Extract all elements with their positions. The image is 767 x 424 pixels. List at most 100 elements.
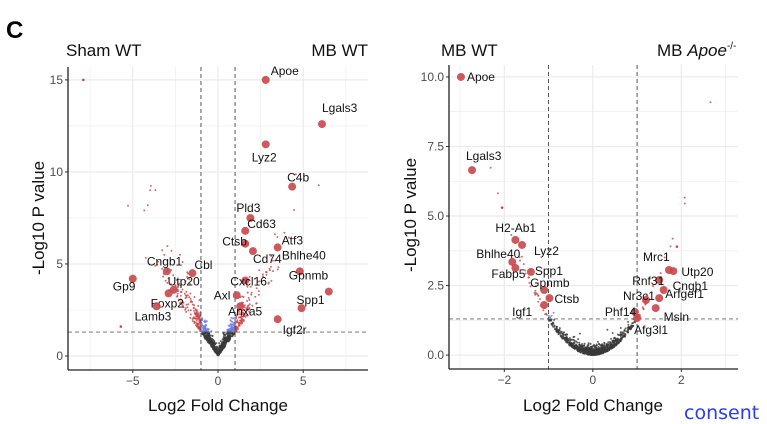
scatter-point [529,285,532,288]
scatter-point [273,233,276,236]
gene-label: Ctsb [554,292,579,306]
scatter-point [222,332,225,335]
scatter-point [237,328,239,330]
scatter-point [230,316,233,319]
scatter-point [248,310,251,313]
scatter-point [558,327,561,330]
gene-label: Atf3 [282,233,304,247]
scatter-point [627,323,630,326]
highlighted-gene-point [261,140,270,149]
scatter-point [240,312,243,315]
scatter-point [589,342,592,345]
scatter-point [187,303,190,306]
scatter-point [553,325,556,328]
gene-label: Nr3c1 [623,289,655,303]
y-tick-label: 5.0 [427,209,444,223]
scatter-point [659,272,662,275]
scatter-point [237,316,240,319]
scatter-point [559,330,562,333]
scatter-point [522,263,525,266]
gene-label: Utp20 [681,265,713,279]
scatter-point [242,295,245,298]
scatter-point [594,353,597,356]
scatter-point [595,343,598,346]
scatter-point [213,342,216,345]
scatter-point [261,273,264,276]
title-sup: -/- [727,41,736,52]
scatter-point [565,335,568,338]
x-axis-label: Log2 Fold Change [523,396,663,415]
highlighted-gene-point [232,291,241,300]
scatter-point [627,325,630,328]
scatter-point [557,333,560,335]
scatter-point [167,277,170,280]
scatter-point [617,341,620,344]
scatter-point [559,334,562,337]
scatter-point [149,184,152,187]
scatter-point [166,245,169,248]
scatter-point [249,285,252,288]
scatter-point [560,335,563,338]
scatter-point [143,209,146,212]
scatter-point [270,265,272,268]
scatter-point [154,189,157,192]
scatter-point [246,300,249,302]
scatter-point [195,319,198,322]
scatter-point [573,335,576,338]
gene-label: Arfgef1 [665,287,704,301]
scatter-point [258,269,261,272]
consent-link[interactable]: consent [684,402,760,424]
scatter-point [193,312,196,315]
scatter-point [561,334,564,337]
plot-title-right: MB WT [311,41,368,60]
scatter-point [524,272,527,275]
scatter-point [198,299,201,301]
scatter-point [180,291,183,293]
scatter-point [201,329,204,332]
scatter-point [255,287,258,290]
gene-label: Lgals3 [466,149,502,163]
scatter-point [222,345,225,348]
gene-label: Lgals3 [322,101,358,115]
x-tick-label: −5 [126,374,140,388]
scatter-point [216,346,219,349]
scatter-point [583,344,585,347]
scatter-point [613,337,615,340]
scatter-point [183,292,186,295]
scatter-point [188,278,191,281]
scatter-point [578,341,581,344]
scatter-point [210,330,213,332]
outlier-point [500,206,504,209]
gene-label: Bhlhe40 [476,247,520,261]
scatter-point [236,319,239,322]
scatter-point [201,319,203,322]
scatter-point [232,332,235,335]
scatter-point [198,326,201,329]
scatter-point [616,337,619,340]
scatter-point [568,341,571,343]
scatter-point [216,351,219,354]
scatter-point [229,319,232,322]
scatter-point [574,345,577,348]
scatter-point [179,294,182,297]
scatter-point [613,340,616,343]
scatter-point [603,342,606,345]
scatter-point [585,350,588,353]
scatter-point [550,322,553,325]
scatter-point [190,300,193,302]
scatter-point [227,340,230,343]
scatter-point [622,331,625,334]
scatter-point [293,209,295,211]
gene-label: Fabp5 [491,267,525,281]
scatter-point [253,277,256,280]
scatter-point [610,345,612,348]
scatter-point [561,332,564,335]
scatter-point [198,314,201,316]
scatter-point [223,343,226,345]
scatter-point [572,347,575,349]
highlighted-gene-point [630,307,639,316]
scatter-point [181,288,184,291]
scatter-point [195,315,198,318]
scatter-point [181,301,184,304]
scatter-point [562,337,565,340]
